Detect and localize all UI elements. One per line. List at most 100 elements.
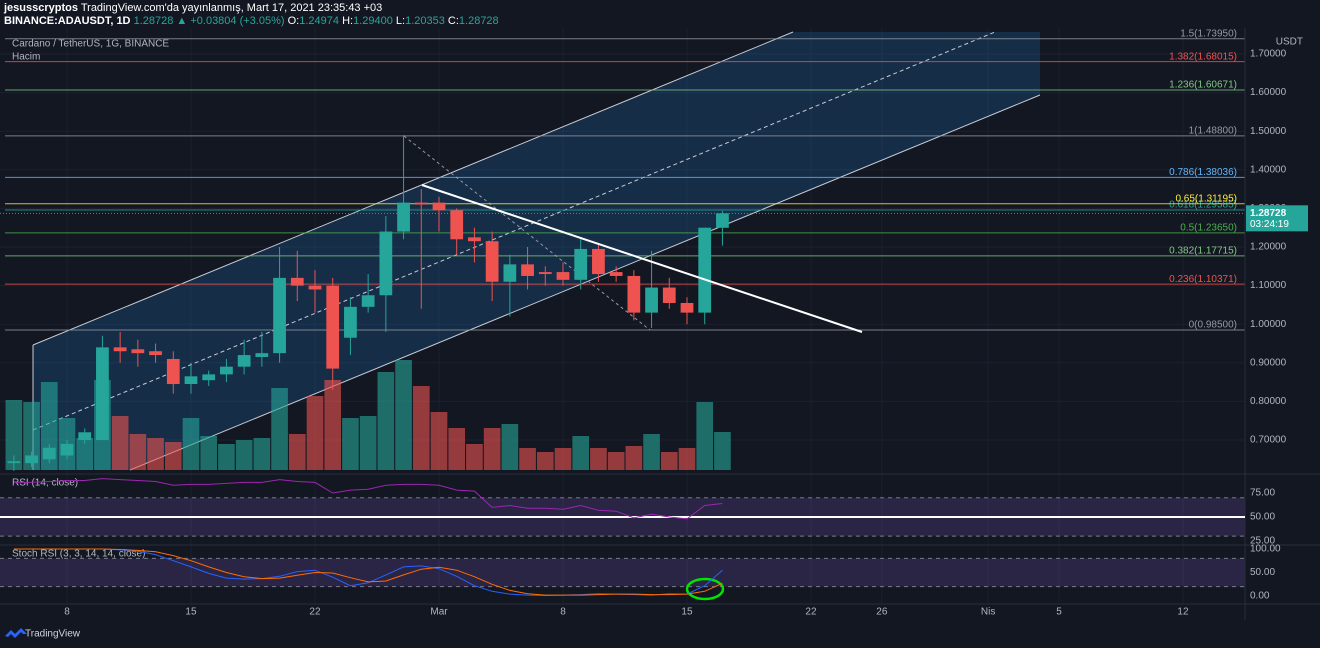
fib-label: 1.382(1.68015)	[1169, 51, 1237, 62]
volume-bar	[554, 448, 572, 470]
candle-body	[680, 302, 694, 313]
volume-bar	[696, 402, 714, 470]
candle-body	[273, 277, 286, 354]
candle-body	[556, 272, 570, 280]
candle-body	[698, 227, 712, 313]
y-tick-label: 75.00	[1250, 488, 1275, 499]
volume-bar	[288, 434, 306, 470]
volume-bar	[218, 444, 235, 470]
candle-body	[237, 355, 251, 367]
y-tick-label: 1.60000	[1250, 87, 1287, 98]
channel-middle	[32, 31, 996, 431]
symbol: BINANCE:ADAUSDT, 1D	[4, 15, 131, 27]
candle-body	[468, 237, 481, 242]
volume-bar	[714, 432, 731, 470]
y-tick-label: 0.80000	[1250, 396, 1287, 407]
volume-bar	[342, 418, 359, 470]
candle-body	[609, 272, 623, 276]
fib-label: 1(1.48800)	[1189, 125, 1237, 136]
y-tick-label: 50.00	[1250, 567, 1275, 578]
volume-bar	[129, 434, 147, 470]
volume-bar	[412, 386, 430, 470]
volume-bar	[200, 436, 218, 470]
candle-body	[592, 248, 605, 275]
candle-body	[574, 248, 588, 280]
candle-body	[503, 264, 517, 282]
x-tick-label: 5	[1056, 607, 1062, 618]
candle-body	[326, 285, 340, 369]
volume-bar	[271, 388, 288, 470]
y-unit: USDT	[1276, 37, 1303, 48]
candle-body	[202, 374, 216, 381]
x-tick-label: Mar	[430, 607, 448, 618]
volume-bar	[147, 438, 164, 470]
ohlc-value: 1.24974	[299, 15, 339, 27]
candle-body	[379, 231, 393, 296]
y-tick-label: 1.00000	[1250, 319, 1287, 330]
candle-body	[220, 366, 233, 375]
volume-bar	[377, 372, 395, 470]
last: 1.28728	[134, 15, 174, 27]
publisher: jesusscryptos	[3, 2, 78, 14]
x-tick-label: 15	[185, 607, 197, 618]
candle-body	[131, 349, 145, 354]
volume-bar	[536, 452, 554, 470]
x-tick-label: 15	[681, 607, 693, 618]
volume-bar	[572, 436, 590, 470]
volume-bar	[235, 440, 253, 470]
volume-bar	[483, 428, 501, 470]
fib-label: 1.5(1.73950)	[1180, 28, 1237, 39]
volume-bar	[643, 434, 660, 470]
y-tick-label: 1.70000	[1250, 49, 1287, 60]
y-tick-label: 25.00	[1250, 536, 1275, 547]
volume-bar	[660, 452, 678, 470]
published: TradingView.com'da yayınlanmış, Mart 17,…	[81, 2, 382, 14]
candle-body	[7, 461, 21, 464]
y-tick-label: 1.40000	[1250, 164, 1287, 175]
candle-body	[716, 213, 729, 228]
ohlc-value: 1.20353	[405, 15, 445, 27]
indicator-line	[13, 548, 723, 596]
x-tick-label: 22	[309, 607, 321, 618]
candle-body	[538, 272, 552, 275]
candle-body	[521, 264, 534, 276]
y-tick-label: 1.10000	[1250, 280, 1287, 291]
fib-label: 0.5(1.23650)	[1180, 223, 1237, 234]
volume-bar	[448, 428, 466, 470]
footer: TradingView	[25, 629, 81, 640]
candle-body	[361, 295, 375, 307]
y-tick-label: 0.70000	[1250, 435, 1287, 446]
candle-body	[662, 287, 676, 303]
candle-body	[255, 353, 269, 358]
candle-body	[166, 358, 180, 385]
x-tick-label: 22	[805, 607, 817, 618]
volume-bar	[359, 416, 377, 470]
fib-label: 0.236(1.10371)	[1169, 274, 1237, 285]
candle-body	[645, 287, 658, 313]
volume-bar	[590, 448, 607, 470]
fib-label: 0.382(1.17715)	[1169, 245, 1237, 256]
pane-title: RSI (14, close)	[12, 478, 78, 489]
volume-bar	[111, 416, 129, 470]
logo	[5, 628, 27, 638]
candle-body	[184, 376, 198, 385]
pane-title: Cardano / TetherUS, 1G, BINANCE	[12, 39, 169, 50]
candle-body	[96, 347, 109, 441]
y-tick-label: 1.50000	[1250, 126, 1287, 137]
candle-body	[60, 443, 74, 456]
volume-bar	[23, 402, 40, 470]
indicator-panes	[0, 28, 1320, 620]
volume-bar	[5, 400, 23, 470]
x-tick-label: 8	[64, 607, 70, 618]
countdown: 03:24:19	[1250, 219, 1289, 230]
volume-bar	[501, 424, 519, 470]
ohlc-label: O:	[288, 15, 300, 27]
highlight-ellipse	[685, 577, 725, 601]
candle-body	[397, 202, 410, 232]
volume-bar	[607, 452, 625, 470]
fib-label: 0.618(1.29585)	[1169, 200, 1237, 211]
band-fill	[0, 558, 1245, 587]
fib-label: 1.236(1.60671)	[1169, 80, 1237, 91]
